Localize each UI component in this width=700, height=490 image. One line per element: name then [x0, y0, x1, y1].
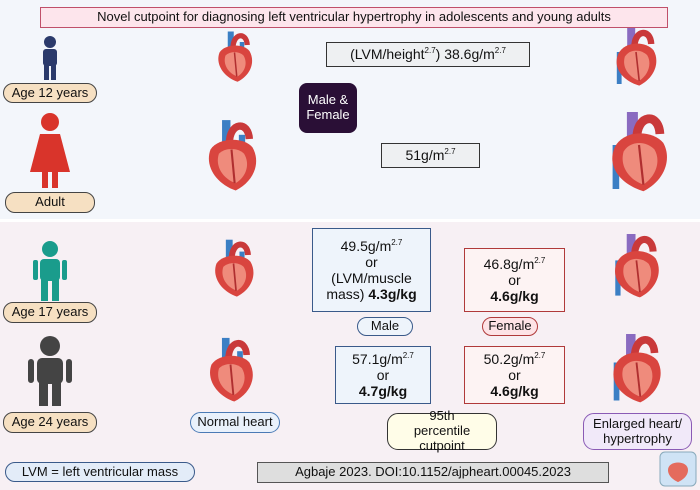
person-icon	[30, 113, 70, 188]
logo	[668, 462, 688, 482]
citation: Agbaje 2023. DOI:10.1152/ajpheart.00045.…	[257, 462, 609, 483]
cutpoint-box: (LVM/height2.7) 38.6g/m2.7	[326, 42, 530, 67]
superscript: 2.7	[391, 237, 403, 247]
bold-text: 4.6g/kg	[490, 383, 539, 400]
legend-text: Enlarged heart/ hypertrophy	[593, 415, 682, 446]
cutpoint-line: (LVM/height2.7) 38.6g/m2.7	[350, 46, 506, 62]
text: 46.8g/m	[483, 255, 535, 272]
text: (LVM/muscle	[331, 270, 412, 286]
abbreviation: LVM = left ventricular mass	[5, 462, 195, 482]
person-icon	[33, 241, 67, 301]
age-text: Age 12 years	[11, 84, 89, 100]
sex-text: Male & Female	[306, 92, 350, 122]
sex-label: Male & Female	[299, 83, 357, 133]
text: mass)	[326, 286, 365, 303]
sex-pill: Female	[482, 317, 538, 336]
male-cutpoint-box: 57.1g/m2.7 or 4.7g/kg	[335, 346, 431, 404]
text: ) 38.6g/m	[435, 46, 495, 63]
superscript: 2.7	[534, 255, 546, 265]
age-label: Age 12 years	[3, 83, 97, 103]
text: 51g/m	[405, 147, 445, 164]
or-text: or	[376, 366, 390, 383]
text: 49.5g/m	[340, 237, 392, 254]
text: 50.2g/m	[483, 350, 535, 367]
sex-text: Male	[370, 318, 400, 334]
age-text: Adult	[35, 194, 65, 210]
cutpoint-line: mass) 4.3g/kg	[326, 286, 416, 302]
superscript: 2.7	[494, 46, 506, 56]
cutpoint-line: 50.2g/m2.7	[484, 351, 546, 367]
legend-text: 95th percentile cutpoint	[413, 408, 471, 453]
sex-pill: Male	[357, 317, 413, 336]
superscript: 2.7	[444, 147, 456, 157]
superscript: 2.7	[402, 350, 414, 360]
male-cutpoint-box: 49.5g/m2.7 or (LVM/muscle mass) 4.3g/kg	[312, 228, 431, 312]
cutpoint-line: 49.5g/m2.7	[341, 238, 403, 254]
age-label: Age 17 years	[3, 302, 97, 323]
title-text: Novel cutpoint for diagnosing left ventr…	[97, 9, 611, 25]
age-label: Adult	[5, 192, 95, 213]
legend-enlarged: Enlarged heart/ hypertrophy	[583, 413, 692, 450]
legend-normal: Normal heart	[190, 412, 280, 433]
or-text: or	[508, 271, 521, 288]
female-cutpoint-box: 50.2g/m2.7 or 4.6g/kg	[464, 346, 565, 404]
legend-text: Normal heart	[197, 414, 273, 430]
or-text: or	[365, 253, 378, 270]
cutpoint-line: 57.1g/m2.7	[352, 351, 414, 367]
bold-text: 4.3g/kg	[368, 286, 417, 303]
or-text: or	[508, 366, 521, 383]
female-cutpoint-box: 46.8g/m2.7 or 4.6g/kg	[464, 248, 565, 312]
legend-percentile: 95th percentile cutpoint	[387, 408, 497, 453]
title: Novel cutpoint for diagnosing left ventr…	[40, 7, 668, 28]
person-icon	[43, 36, 57, 80]
abbreviation-text: LVM = left ventricular mass	[21, 463, 179, 479]
age-label: Age 24 years	[3, 412, 97, 433]
person-icon	[28, 336, 72, 406]
text: (LVM/height	[350, 46, 425, 63]
bold-text: 4.7g/kg	[358, 383, 408, 400]
bold-text: 4.6g/kg	[490, 288, 539, 305]
sex-text: Female	[488, 318, 532, 334]
cutpoint-box: 51g/m2.7	[381, 143, 480, 168]
cutpoint-line: 51g/m2.7	[405, 147, 455, 163]
text: 57.1g/m	[352, 350, 403, 367]
age-text: Age 17 years	[11, 304, 89, 320]
superscript: 2.7	[534, 350, 546, 360]
superscript: 2.7	[424, 46, 436, 56]
age-text: Age 24 years	[11, 414, 89, 430]
cutpoint-line: 46.8g/m2.7	[484, 256, 546, 272]
citation-text: Agbaje 2023. DOI:10.1152/ajpheart.00045.…	[295, 464, 571, 480]
